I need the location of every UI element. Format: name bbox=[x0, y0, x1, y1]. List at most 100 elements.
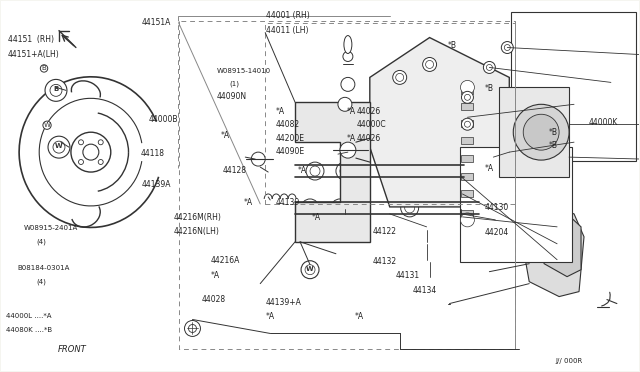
Polygon shape bbox=[295, 102, 370, 242]
Circle shape bbox=[343, 51, 353, 61]
Text: *A: *A bbox=[275, 108, 285, 116]
Text: *A: *A bbox=[312, 213, 321, 222]
Bar bbox=[511, 12, 636, 161]
Circle shape bbox=[338, 97, 352, 111]
Circle shape bbox=[411, 162, 429, 180]
Bar bbox=[461, 120, 474, 127]
Text: W: W bbox=[306, 266, 314, 272]
Text: 44139: 44139 bbox=[275, 198, 300, 207]
Text: *A: *A bbox=[298, 166, 307, 175]
Text: *A: *A bbox=[221, 131, 230, 141]
Text: W08915-2401A: W08915-2401A bbox=[24, 225, 78, 231]
Text: 44216N(LH): 44216N(LH) bbox=[173, 227, 220, 236]
Circle shape bbox=[461, 92, 474, 103]
Text: 44151+A(LH): 44151+A(LH) bbox=[8, 50, 60, 59]
Text: 44204: 44204 bbox=[484, 228, 509, 237]
Text: 44132: 44132 bbox=[372, 257, 396, 266]
Text: 44090N: 44090N bbox=[217, 92, 247, 101]
Text: 44151  (RH): 44151 (RH) bbox=[8, 35, 54, 44]
Text: FRONT: FRONT bbox=[58, 344, 86, 353]
Circle shape bbox=[501, 42, 513, 54]
Text: *A: *A bbox=[347, 108, 356, 116]
Circle shape bbox=[401, 199, 419, 217]
Circle shape bbox=[460, 80, 474, 94]
Text: *A: *A bbox=[484, 164, 493, 173]
Text: *A: *A bbox=[347, 134, 356, 143]
Bar bbox=[461, 155, 474, 162]
Ellipse shape bbox=[344, 36, 352, 54]
Circle shape bbox=[422, 58, 436, 71]
Circle shape bbox=[252, 152, 265, 166]
Text: 44080K ....*B: 44080K ....*B bbox=[6, 327, 52, 333]
Circle shape bbox=[301, 261, 319, 279]
Text: 44026: 44026 bbox=[357, 108, 381, 116]
Text: 44216A: 44216A bbox=[211, 256, 240, 265]
Text: *A: *A bbox=[266, 312, 275, 321]
Text: 44082: 44082 bbox=[275, 121, 300, 129]
Text: *A: *A bbox=[243, 198, 253, 207]
Bar bbox=[499, 87, 569, 177]
Circle shape bbox=[483, 61, 495, 73]
Bar bbox=[460, 147, 572, 262]
Text: W08915-14010: W08915-14010 bbox=[217, 68, 271, 74]
Text: 44139+A: 44139+A bbox=[266, 298, 301, 307]
Text: *A: *A bbox=[355, 312, 364, 321]
Text: 44130: 44130 bbox=[484, 203, 509, 212]
Circle shape bbox=[341, 77, 355, 92]
Circle shape bbox=[98, 140, 103, 145]
Text: (4): (4) bbox=[36, 278, 46, 285]
Text: (4): (4) bbox=[36, 238, 46, 245]
Polygon shape bbox=[524, 207, 584, 296]
Circle shape bbox=[98, 160, 103, 164]
Text: 44200E: 44200E bbox=[275, 134, 305, 143]
Text: 44000K: 44000K bbox=[589, 118, 618, 127]
Text: *B: *B bbox=[484, 84, 493, 93]
Text: 44134: 44134 bbox=[412, 286, 436, 295]
Circle shape bbox=[513, 104, 569, 160]
Circle shape bbox=[79, 140, 83, 145]
Text: 44011 (LH): 44011 (LH) bbox=[266, 26, 308, 35]
Text: 44001 (RH): 44001 (RH) bbox=[266, 11, 310, 20]
Text: 44028: 44028 bbox=[202, 295, 226, 304]
Text: W: W bbox=[55, 143, 63, 149]
Text: 44151A: 44151A bbox=[141, 19, 171, 28]
Bar bbox=[461, 87, 474, 94]
Bar bbox=[461, 190, 474, 197]
Bar bbox=[461, 210, 474, 217]
Circle shape bbox=[461, 118, 474, 130]
Text: 44128: 44128 bbox=[223, 166, 247, 175]
Circle shape bbox=[306, 162, 324, 180]
Text: *B: *B bbox=[548, 141, 557, 150]
Circle shape bbox=[340, 142, 356, 158]
Text: W: W bbox=[44, 122, 51, 128]
Circle shape bbox=[336, 162, 354, 180]
Text: 44000C: 44000C bbox=[357, 121, 387, 129]
Bar bbox=[461, 103, 474, 110]
Circle shape bbox=[184, 321, 200, 336]
Circle shape bbox=[460, 213, 474, 227]
Circle shape bbox=[331, 199, 349, 217]
Polygon shape bbox=[537, 214, 581, 277]
Circle shape bbox=[79, 160, 83, 164]
Text: *B: *B bbox=[548, 128, 557, 137]
Text: B: B bbox=[42, 65, 47, 71]
Text: *A: *A bbox=[211, 271, 220, 280]
Circle shape bbox=[524, 114, 559, 150]
Text: B: B bbox=[53, 86, 59, 92]
Text: 44139A: 44139A bbox=[141, 180, 171, 189]
Text: B08184-0301A: B08184-0301A bbox=[17, 265, 70, 271]
Text: (1): (1) bbox=[230, 81, 239, 87]
Circle shape bbox=[48, 136, 70, 158]
Bar bbox=[461, 137, 474, 144]
Text: 44131: 44131 bbox=[396, 271, 419, 280]
Text: 44026: 44026 bbox=[357, 134, 381, 143]
Text: 44000L ....*A: 44000L ....*A bbox=[6, 314, 52, 320]
Polygon shape bbox=[370, 38, 509, 207]
Circle shape bbox=[45, 79, 67, 101]
Text: 44090E: 44090E bbox=[275, 147, 305, 156]
Text: 44216M(RH): 44216M(RH) bbox=[173, 213, 221, 222]
Text: *B: *B bbox=[447, 41, 456, 50]
Text: 44118: 44118 bbox=[140, 149, 164, 158]
Circle shape bbox=[393, 70, 406, 84]
Text: J// 000R: J// 000R bbox=[556, 358, 583, 364]
